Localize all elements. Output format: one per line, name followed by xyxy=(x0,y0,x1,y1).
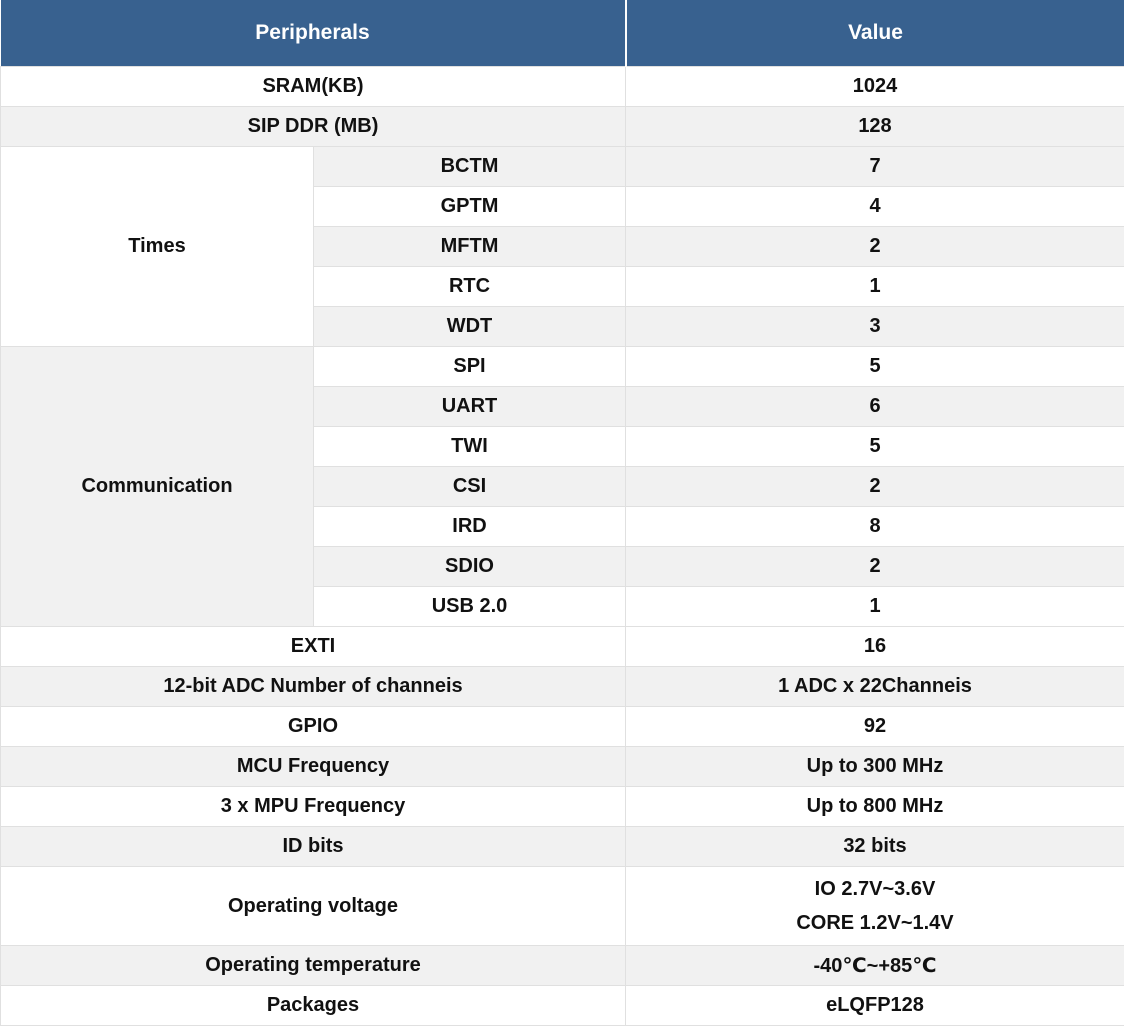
value-cell: 1 ADC x 22Channeis xyxy=(626,667,1124,707)
value-line: IO 2.7V~3.6V xyxy=(632,872,1118,906)
value-cell: 16 xyxy=(626,627,1124,667)
table-row: Operating temperature-40℃~+85℃ xyxy=(1,946,1124,986)
value-cell: Up to 800 MHz xyxy=(626,787,1124,827)
peripheral-label-cell: WDT xyxy=(314,307,626,347)
value-cell: eLQFP128 xyxy=(626,986,1124,1026)
group-label-cell: Times xyxy=(1,147,314,347)
table-row: SRAM(KB)1024 xyxy=(1,67,1124,107)
value-cell: Up to 300 MHz xyxy=(626,747,1124,787)
value-cell: 4 xyxy=(626,187,1124,227)
value-cell: 5 xyxy=(626,427,1124,467)
peripheral-label-cell: SPI xyxy=(314,347,626,387)
peripheral-label-cell: GPIO xyxy=(1,707,626,747)
peripheral-label-cell: BCTM xyxy=(314,147,626,187)
column-header-value: Value xyxy=(626,0,1124,67)
peripheral-label-cell: Operating voltage xyxy=(1,867,626,946)
peripheral-label-cell: SDIO xyxy=(314,547,626,587)
column-header-peripherals: Peripherals xyxy=(1,0,626,67)
peripheral-label-cell: TWI xyxy=(314,427,626,467)
value-cell: 6 xyxy=(626,387,1124,427)
value-cell: 2 xyxy=(626,227,1124,267)
value-cell: 3 xyxy=(626,307,1124,347)
table-row: SIP DDR (MB)128 xyxy=(1,107,1124,147)
peripheral-label-cell: Operating temperature xyxy=(1,946,626,986)
peripheral-label-cell: EXTI xyxy=(1,627,626,667)
peripheral-label-cell: GPTM xyxy=(314,187,626,227)
peripheral-label-cell: MCU Frequency xyxy=(1,747,626,787)
value-cell: 5 xyxy=(626,347,1124,387)
value-line: CORE 1.2V~1.4V xyxy=(632,906,1118,940)
peripheral-label-cell: MFTM xyxy=(314,227,626,267)
value-cell: 2 xyxy=(626,547,1124,587)
value-cell: 32 bits xyxy=(626,827,1124,867)
peripheral-label-cell: IRD xyxy=(314,507,626,547)
value-cell: 92 xyxy=(626,707,1124,747)
value-cell: 8 xyxy=(626,507,1124,547)
peripheral-label-cell: 3 x MPU Frequency xyxy=(1,787,626,827)
value-cell: -40℃~+85℃ xyxy=(626,946,1124,986)
value-cell: 1 xyxy=(626,587,1124,627)
peripheral-label-cell: Packages xyxy=(1,986,626,1026)
value-cell: 1 xyxy=(626,267,1124,307)
peripheral-label-cell: SIP DDR (MB) xyxy=(1,107,626,147)
value-cell: 128 xyxy=(626,107,1124,147)
header-row: Peripherals Value xyxy=(1,0,1124,67)
value-cell: 1024 xyxy=(626,67,1124,107)
peripheral-label-cell: ID bits xyxy=(1,827,626,867)
peripheral-label-cell: UART xyxy=(314,387,626,427)
value-cell: 7 xyxy=(626,147,1124,187)
peripheral-label-cell: CSI xyxy=(314,467,626,507)
value-cell: 2 xyxy=(626,467,1124,507)
peripheral-label-cell: RTC xyxy=(314,267,626,307)
peripheral-label-cell: SRAM(KB) xyxy=(1,67,626,107)
group-label-cell: Communication xyxy=(1,347,314,627)
peripheral-label-cell: 12-bit ADC Number of channeis xyxy=(1,667,626,707)
peripheral-label-cell: USB 2.0 xyxy=(314,587,626,627)
